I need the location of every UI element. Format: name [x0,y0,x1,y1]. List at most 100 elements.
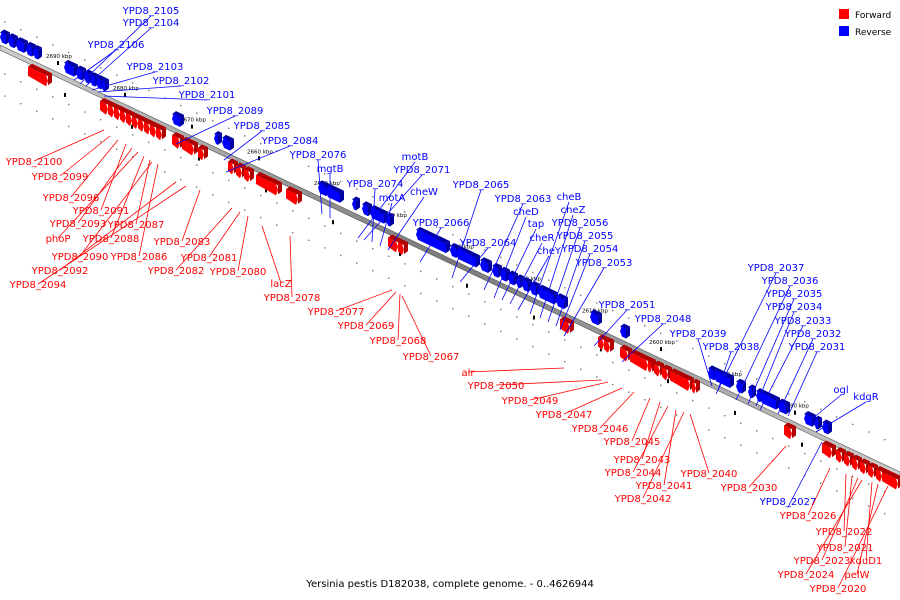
gene-top [590,309,602,317]
gene-label: YPD8_2077 [307,307,365,318]
leader-line [467,367,565,373]
guide-dot [612,309,614,312]
guide-dot [372,269,374,272]
gene-label: YPD8_2055 [556,231,614,242]
reverse-gene [736,378,746,394]
gene-label: YPD8_2099 [31,172,89,183]
gene-body [836,450,842,463]
leader-line [599,391,635,429]
leader-line [805,394,842,425]
gene-top [648,357,656,363]
gene-side [48,73,52,86]
gene-body [126,113,132,127]
gene-body [620,325,626,339]
gene-body [198,147,204,161]
tick-mark [801,442,803,447]
gene-top [736,378,746,385]
guide-dot [500,308,502,311]
guide-dot [596,376,598,378]
gene-label: YPD8_2056 [551,218,609,229]
gene-top [836,447,846,453]
gene-label: YPD8_2051 [598,300,656,311]
leader-line [529,381,609,401]
gene-body [156,127,162,141]
guide-dot [340,232,342,235]
gene-body [182,139,194,156]
gene-body [0,31,6,45]
gene-label: YPD8_2082 [147,266,205,277]
leader-line [181,189,201,242]
guide-dot [564,361,566,363]
gene-label: YPD8_2043 [613,455,671,466]
guide-dot [740,370,742,372]
gene-top [256,171,282,186]
gene-label: YPD8_2104 [122,18,180,29]
gene-top [508,270,518,277]
gene-label: YPD8_2027 [759,497,817,508]
guide-dot [660,406,662,409]
leader-line [529,201,570,315]
gene-side [356,198,360,211]
guide-dot [244,135,246,137]
gene-label: YPD8_2105 [122,6,180,17]
gene-side [792,426,796,439]
leader-line [138,163,159,257]
guide-dot [36,88,38,90]
leader-line [632,405,669,473]
guide-dot [724,414,726,417]
guide-dot [324,225,326,227]
gene-label: YPD8_2024 [777,570,835,581]
gene-top [318,180,330,188]
reverse-gene [804,410,816,427]
legend-label-reverse: Reverse [855,28,892,38]
gene-body [100,100,108,115]
guide-dot [276,202,278,204]
guide-dot [548,279,550,281]
reverse-gene [522,277,532,293]
gene-label: YPD8_2094 [9,280,67,291]
gene-side [218,132,222,145]
gene-top [0,29,10,36]
guide-dot [484,323,486,325]
guide-dot [628,391,630,393]
gene-side [250,169,254,182]
leader-line [697,338,713,387]
tick-mark [399,251,401,256]
tick-mark [794,410,796,415]
gene-label: YPD8_2022 [815,527,873,538]
gene-label: phoP [46,234,71,245]
gene-top [64,59,78,68]
guide-dot [468,241,470,243]
leader-line [103,95,208,101]
gene-top [868,462,878,469]
gene-label: YPD8_2037 [747,263,805,274]
guide-dot [740,444,742,446]
gene-label: YPD8_2100 [5,157,63,168]
guide-dot [4,21,6,23]
guide-dot [36,36,38,38]
gene-label: cheD [513,207,539,218]
gene-side [180,114,184,127]
guide-dot [820,482,822,484]
tick-label: 2600 kbp [649,340,675,346]
guide-dot [420,292,422,295]
leader-line [335,289,393,312]
gene-body [132,116,138,129]
guide-dot [212,120,214,122]
reverse-gene [214,131,222,145]
gene-body [256,174,278,196]
guide-dot [436,300,438,302]
guide-dot [484,301,486,303]
leader-line [715,272,777,395]
reverse-gene [76,65,86,81]
gene-label: YPD8_2085 [233,121,291,132]
gene-body [398,242,404,256]
leader-line [37,185,187,285]
guide-dot [372,195,374,198]
guide-dot [612,383,614,386]
gene-top [620,344,632,352]
guide-dot [228,179,230,182]
leader-line [787,441,823,508]
tick-mark [191,124,193,129]
